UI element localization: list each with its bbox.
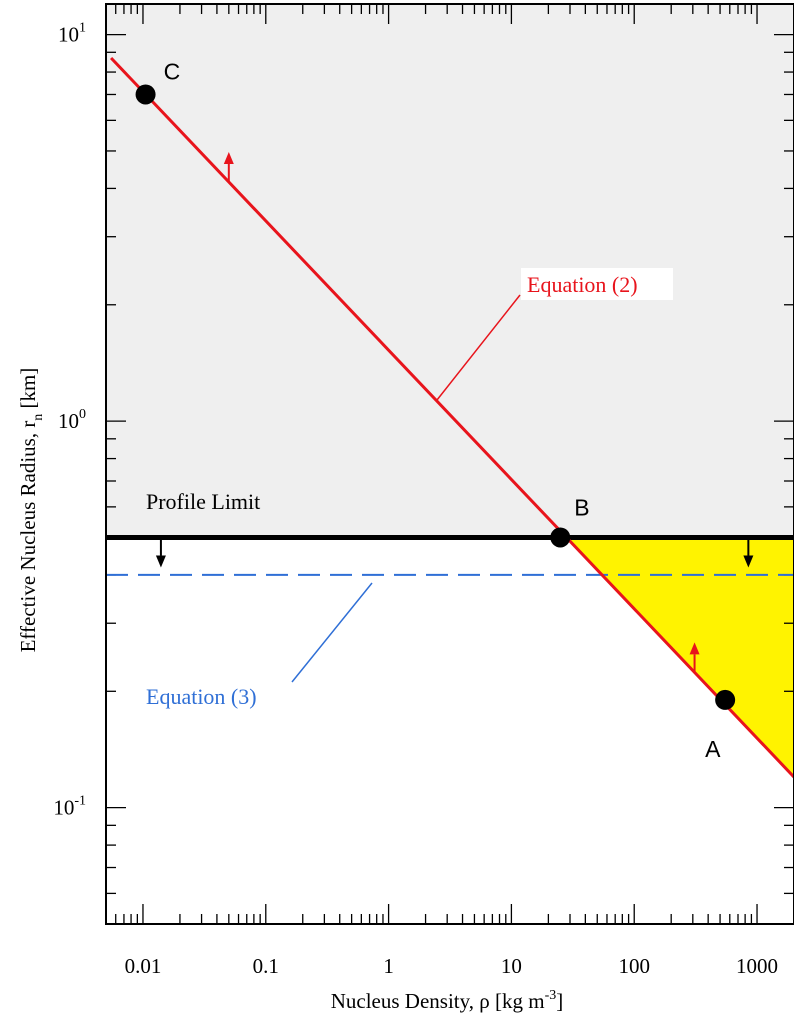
direction-arrows (155, 151, 754, 673)
y-tick-base: 10 (58, 23, 79, 47)
equation3-leader (291, 582, 373, 683)
point-label-a: A (705, 736, 721, 762)
equation2-label-bg (521, 268, 673, 300)
x-axis-label: Nucleus Density, ρ [kg m-3] (331, 988, 564, 1013)
y-tick-exp: -1 (74, 794, 86, 809)
y-axis-label: Effective Nucleus Radius, rn [km] (16, 368, 46, 653)
point-c (135, 84, 156, 105)
equation2-arrow-upper-head (223, 151, 234, 164)
point-label-b: B (574, 494, 589, 520)
equation2-leader (436, 294, 521, 401)
x-axis-label-main: Nucleus Density, ρ [kg m (331, 989, 545, 1013)
plot-frame (105, 3, 794, 925)
y-axis-label-main: Effective Nucleus Radius, r (16, 421, 40, 653)
x-tick-label: 1 (383, 954, 394, 978)
equation2-label: Equation (2) (527, 272, 638, 297)
profile-limit-arrow-left-head (155, 555, 166, 568)
equation2-line (109, 56, 794, 779)
point-b (550, 527, 571, 548)
y-axis-label-sub: n (31, 414, 46, 421)
equation3-label: Equation (3) (146, 684, 257, 709)
x-tick-label: 0.1 (253, 954, 279, 978)
y-axis-label-end: [km] (16, 368, 40, 414)
series-lines (106, 56, 794, 779)
x-tick-label: 1000 (736, 954, 778, 978)
y-tick-base: 10 (53, 796, 74, 820)
y-tick-base: 10 (58, 409, 79, 433)
x-axis-label-sup: -3 (545, 988, 557, 1003)
profile-limit-label: Profile Limit (146, 489, 260, 514)
x-axis-label-end: ] (556, 989, 563, 1013)
point-a (715, 689, 736, 710)
y-tick-exp: 0 (79, 407, 86, 422)
y-tick-label: 101 (58, 21, 86, 47)
y-tick-exp: 1 (79, 21, 86, 36)
x-tick-label: 0.01 (125, 954, 162, 978)
x-tick-label: 10 (501, 954, 522, 978)
x-axis-ticks: 0.01 0.1 1 10 100 1000 (105, 4, 794, 978)
region-fills (106, 4, 794, 778)
equation2-arrow-lower-head (689, 642, 700, 655)
data-points: C B A (135, 58, 736, 762)
equation3-label-bg (140, 680, 292, 712)
x-tick-label: 100 (618, 954, 650, 978)
point-label-c: C (164, 58, 181, 84)
y-tick-label: 10-1 (53, 794, 86, 820)
y-tick-label: 100 (58, 407, 86, 433)
profile-limit-arrow-right-head (743, 555, 754, 568)
